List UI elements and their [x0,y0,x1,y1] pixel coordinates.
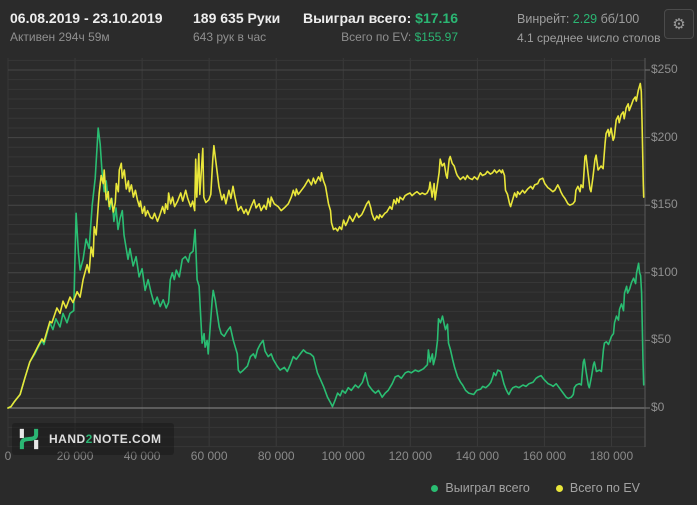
x-axis-tick-label: 80 000 [257,449,295,463]
settings-button[interactable]: ⚙ [664,9,694,39]
winrate-value: 2.29 [572,12,598,26]
x-axis-tick-label: 140 000 [455,449,500,463]
ev-total-value: $155.97 [414,30,458,44]
hand2note-logo-text: HAND2NOTE.COM [49,432,162,446]
series-line-win [7,127,645,409]
hands-count: 189 635 Руки [193,10,281,26]
winrate-line: Винрейт: 2.29 бб/100 [517,12,660,26]
x-axis-tick-label: 0 [4,449,12,463]
won-total-value: $17.16 [415,10,458,26]
ev-total-line: Всего по EV: $155.97 [303,30,458,44]
series-line-ev [7,82,645,409]
ev-total-label: Всего по EV: [341,30,415,44]
logo-part-2: 2 [85,432,93,446]
gear-icon: ⚙ [672,15,686,33]
legend-dot-win-icon [431,484,439,492]
x-axis-tick-label: 40 000 [123,449,161,463]
y-axis-tick-label: $150 [651,197,678,212]
chart-legend: Выиграл всего Всего по EV [431,481,640,495]
hands-group: 189 635 Руки 643 рук в час [193,10,280,44]
winrate-group: Винрейт: 2.29 бб/100 4.1 среднее число с… [517,12,660,45]
hand2note-logo-icon [19,428,39,450]
winrate-unit: бб/100 [597,12,640,26]
date-range-group: 06.08.2019 - 23.10.2019 Активен 294ч 59м [10,10,163,44]
x-axis-tick-label: 20 000 [56,449,94,463]
legend-item-win: Выиграл всего [431,481,530,495]
winnings-group: Выиграл всего: $17.16 Всего по EV: $155.… [303,10,458,44]
y-axis-tick-label: $250 [651,62,678,76]
hand2note-logo: HAND2NOTE.COM [12,423,174,455]
y-axis-tick-label: $200 [651,129,678,144]
x-axis-tick-label: 160 000 [522,449,567,463]
hands-per-hour: 643 рук в час [193,30,267,44]
x-axis-tick-label: 120 000 [388,449,432,463]
won-total-label: Выиграл всего: [302,10,416,26]
footer-band [0,470,697,505]
won-total-line: Выиграл всего: $17.16 [303,10,458,26]
date-range: 06.08.2019 - 23.10.2019 [10,10,163,26]
y-axis-tick-label: $50 [651,332,672,347]
legend-label-ev: Всего по EV [569,481,640,495]
legend-dot-ev-icon [555,484,563,492]
legend-item-ev: Всего по EV [555,481,640,495]
y-axis-spine [644,58,650,447]
y-axis-tick-label: $100 [651,264,678,279]
logo-part-note: NOTE.COM [92,432,162,446]
logo-part-hand: HAND [49,432,86,446]
x-axis-tick-label: 180 000 [589,449,634,463]
x-axis-tick-label: 60 000 [190,449,228,463]
x-axis-tick-label: 100 000 [321,449,365,463]
gridlines [7,58,645,448]
y-axis-tick-label: $0 [651,400,665,414]
winrate-label: Винрейт: [517,12,573,26]
avg-tables: 4.1 среднее число столов [517,31,661,45]
active-time: Активен 294ч 59м [10,30,110,44]
legend-label-win: Выиграл всего [445,481,530,495]
